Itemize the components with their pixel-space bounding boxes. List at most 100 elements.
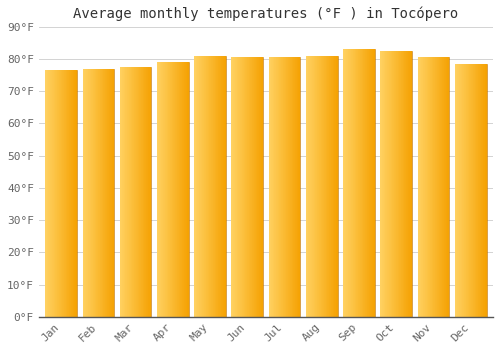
Bar [143,67,144,317]
Bar [346,49,347,317]
Bar [50,70,51,317]
Bar [313,56,314,317]
Bar [470,64,472,317]
Bar [104,69,106,317]
Bar [334,56,335,317]
Bar [465,64,466,317]
Bar [98,69,99,317]
Bar [82,69,83,317]
Bar [457,64,458,317]
Bar [84,69,85,317]
Bar [438,57,439,317]
Bar [274,57,275,317]
Bar [367,49,368,317]
Bar [131,67,132,317]
Bar [385,51,386,317]
Bar [380,51,381,317]
Bar [142,67,143,317]
Bar [461,64,462,317]
Bar [448,57,450,317]
Bar [102,69,103,317]
Bar [361,49,362,317]
Bar [386,51,387,317]
Bar [202,56,203,317]
Bar [187,62,188,317]
Bar [429,57,430,317]
Bar [246,57,248,317]
Bar [147,67,148,317]
Bar [399,51,400,317]
Bar [214,56,215,317]
Bar [349,49,350,317]
Bar [290,57,291,317]
Bar [310,56,311,317]
Bar [47,70,48,317]
Bar [462,64,463,317]
Bar [421,57,422,317]
Bar [299,57,300,317]
Bar [113,69,114,317]
Bar [124,67,125,317]
Bar [120,67,121,317]
Bar [201,56,202,317]
Bar [272,57,273,317]
Bar [94,69,95,317]
Bar [366,49,367,317]
Bar [150,67,151,317]
Bar [122,67,123,317]
Bar [288,57,289,317]
Bar [162,62,164,317]
Bar [148,67,149,317]
Bar [60,70,61,317]
Bar [296,57,297,317]
Bar [72,70,73,317]
Bar [137,67,138,317]
Bar [441,57,442,317]
Bar [354,49,355,317]
Bar [86,69,87,317]
Bar [383,51,384,317]
Bar [171,62,172,317]
Bar [278,57,279,317]
Bar [54,70,55,317]
Bar [213,56,214,317]
Bar [176,62,178,317]
Bar [268,57,270,317]
Bar [215,56,216,317]
Bar [395,51,396,317]
Bar [343,49,344,317]
Bar [363,49,364,317]
Bar [464,64,465,317]
Bar [92,69,94,317]
Bar [64,70,65,317]
Bar [240,57,241,317]
Bar [261,57,262,317]
Bar [294,57,296,317]
Bar [469,64,470,317]
Bar [76,70,77,317]
Bar [358,49,359,317]
Bar [149,67,150,317]
Bar [344,49,345,317]
Bar [167,62,168,317]
Bar [474,64,475,317]
Bar [478,64,479,317]
Bar [108,69,109,317]
Bar [185,62,186,317]
Bar [67,70,68,317]
Bar [52,70,53,317]
Bar [406,51,407,317]
Bar [151,67,152,317]
Bar [256,57,257,317]
Bar [99,69,100,317]
Bar [397,51,398,317]
Bar [374,49,375,317]
Bar [282,57,284,317]
Bar [404,51,405,317]
Bar [258,57,260,317]
Bar [134,67,135,317]
Bar [198,56,200,317]
Bar [306,56,307,317]
Bar [368,49,369,317]
Bar [51,70,52,317]
